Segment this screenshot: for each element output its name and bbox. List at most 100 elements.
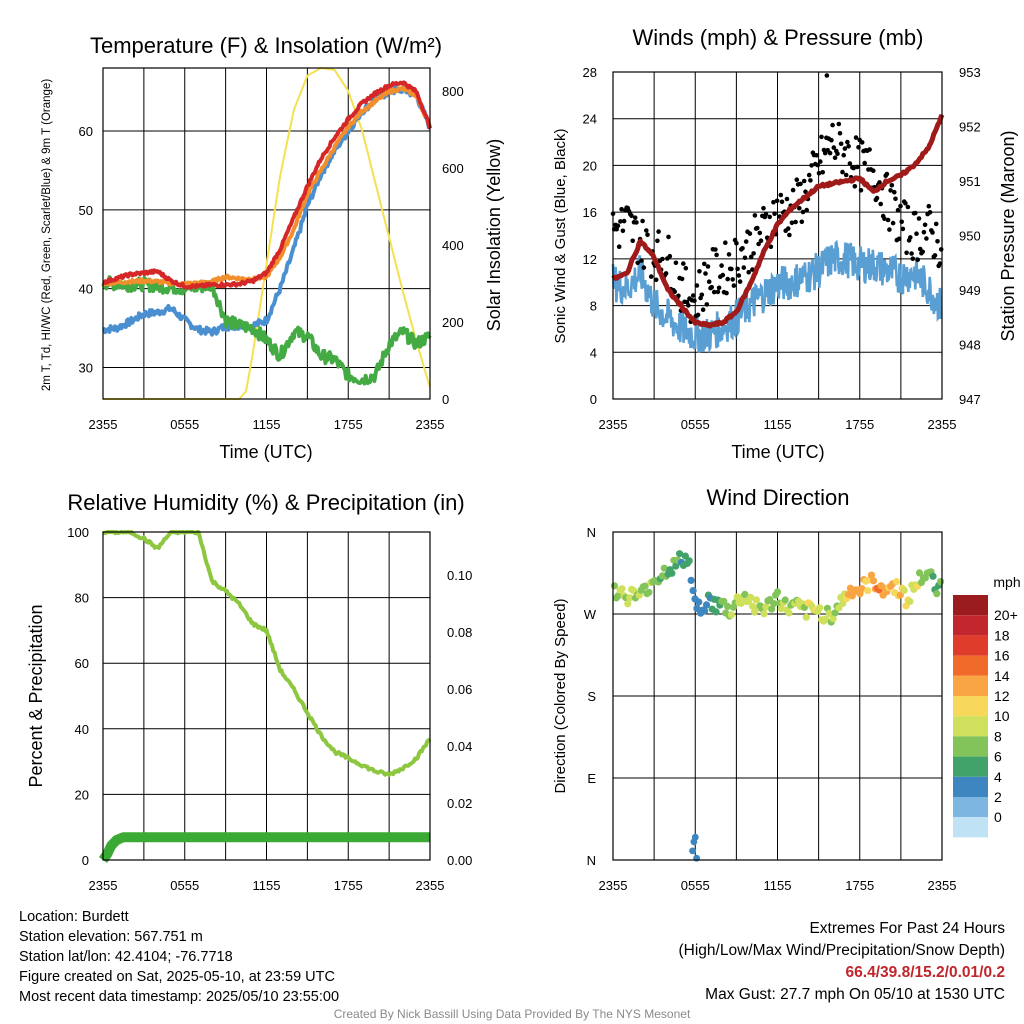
y-axis-label: Percent & Precipitation [26,604,46,787]
gust-point [924,236,929,241]
x-tick-label: 2355 [89,878,118,893]
gust-point [932,253,938,258]
gust-point [751,251,756,256]
station-info: Location: Burdett Station elevation: 567… [19,907,339,1007]
gust-point [779,199,785,205]
x-tick-label: 0555 [170,878,199,893]
x-tick-label: 1155 [253,878,281,893]
y-tick-label: 0 [590,392,597,407]
y-tick-label: N [587,525,596,540]
direction-point [785,609,793,617]
gust-point [798,181,803,187]
plot-frame [612,531,943,861]
direction-point [702,601,711,609]
gust-point [632,215,638,220]
gust-point [933,221,939,227]
gust-point [832,155,838,161]
gust-point [830,122,835,128]
gust-point [735,266,740,272]
legend-swatch [953,635,988,656]
chart-title: Temperature (F) & Insolation (W/m²) [90,33,442,58]
direction-point [867,571,876,579]
gust-point [758,238,764,243]
gust-point [867,147,872,152]
y-tick-label: 8 [590,299,597,314]
y2-axis-label: Station Pressure (Maroon) [998,130,1018,341]
gust-point [899,219,904,225]
gust-point [692,298,697,304]
gust-point [806,172,812,178]
gust-point [853,135,859,140]
gust-point [892,189,897,195]
legend-label: 16 [994,648,1010,664]
y-axis-label: 2m T, Td, HI/WC (Red, Green, Scarlet/Blu… [41,79,53,391]
legend-swatch [953,776,988,797]
gust-point [862,160,867,166]
y2-tick-label: 0.02 [447,796,472,811]
gust-point [715,289,721,295]
gust-point [893,196,898,202]
gust-point [814,153,819,158]
gust-point [737,279,743,284]
gust-point [842,146,848,151]
direction-point [762,603,770,611]
direction-point [906,597,914,606]
x-tick-label: 1155 [764,878,792,893]
y-tick-label: 80 [75,591,89,606]
gust-point [888,188,893,193]
gust-point [640,218,645,224]
gust-point [618,219,623,224]
y-tick-label: 20 [75,787,89,802]
gust-point [909,251,914,256]
y-tick-label: N [587,853,596,868]
legend-label: 20+ [994,607,1018,623]
direction-point [645,588,653,596]
station-elevation: Station elevation: 567.751 m [19,929,203,945]
gust-point [937,261,943,266]
gust-point [787,232,792,238]
gust-point [748,254,754,260]
y2-tick-label: 0.00 [447,853,472,868]
x-axis-label: Time (UTC) [731,442,824,462]
gust-point [801,178,807,184]
gust-point [789,220,795,226]
gust-point [809,163,814,168]
gust-point [730,277,735,282]
direction-point [816,604,824,612]
legend-label: 14 [994,668,1010,684]
direction-point [712,608,720,616]
y2-tick-label: 952 [959,120,981,135]
gust-point [702,261,707,267]
chart-title: Wind Direction [706,485,849,510]
gust-point [736,273,742,278]
direction-point [768,605,776,613]
series-line-2m-t [102,80,432,290]
chart-title: Winds (mph) & Pressure (mb) [633,25,924,50]
direction-point [864,587,872,595]
direction-point [641,582,649,590]
max-gust: Max Gust: 27.7 mph On 05/10 at 1530 UTC [705,986,1005,1003]
gust-point [666,234,671,240]
plot-frame [102,67,431,400]
x-tick-label: 1755 [845,878,874,893]
gust-point [620,228,626,234]
gust-point [681,261,686,266]
gust-point [641,265,647,270]
gust-point [635,260,640,266]
chart-title: Relative Humidity (%) & Precipitation (i… [67,490,464,515]
direction-point [892,578,901,586]
gust-point [713,247,718,252]
y-tick-label: 40 [75,722,89,737]
gust-point [785,226,791,231]
legend-swatch [953,615,988,636]
gust-point [831,145,837,150]
legend-title: mph [993,574,1020,590]
y-tick-label: 30 [79,360,93,375]
legend-label: 6 [994,749,1002,765]
series-line-rh [102,530,432,777]
direction-point [749,602,757,610]
gust-point [742,255,748,261]
extremes-subtitle: (High/Low/Max Wind/Precipitation/Snow De… [678,942,1006,959]
x-tick-label: 2355 [599,417,628,432]
